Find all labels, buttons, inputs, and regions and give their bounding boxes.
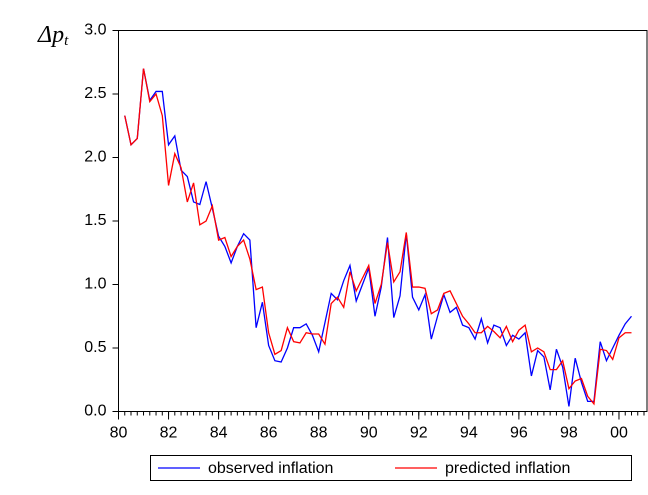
x-tick-label: 84 <box>210 425 228 442</box>
x-tick-label: 90 <box>360 425 378 442</box>
y-tick-label: 1.5 <box>84 212 106 229</box>
legend-label: predicted inflation <box>445 460 570 477</box>
x-tick-label: 94 <box>460 425 478 442</box>
legend: observed inflation predicted inflation <box>150 455 632 481</box>
x-tick-label: 92 <box>410 425 428 442</box>
y-axis-label: Δpt <box>37 22 69 50</box>
x-tick-label: 98 <box>560 425 578 442</box>
y-tick-label: 0.5 <box>84 339 106 356</box>
plot-frame <box>118 30 648 412</box>
y-tick-label: 0.0 <box>84 403 106 420</box>
y-tick-label: 2.0 <box>84 149 106 166</box>
y-tick-label: 3.0 <box>84 22 106 39</box>
legend-box <box>150 455 632 481</box>
y-tick-label: 1.0 <box>84 276 106 293</box>
x-tick-label: 86 <box>260 425 278 442</box>
series-line <box>124 68 632 407</box>
x-tick-label: 00 <box>610 425 628 442</box>
x-tick-label: 82 <box>160 425 178 442</box>
y-tick-label: 2.5 <box>84 85 106 102</box>
x-tick-label: 88 <box>310 425 328 442</box>
x-tick-label: 80 <box>110 425 128 442</box>
series-line <box>124 68 632 406</box>
x-tick-label: 96 <box>510 425 528 442</box>
legend-label: observed inflation <box>208 460 333 477</box>
